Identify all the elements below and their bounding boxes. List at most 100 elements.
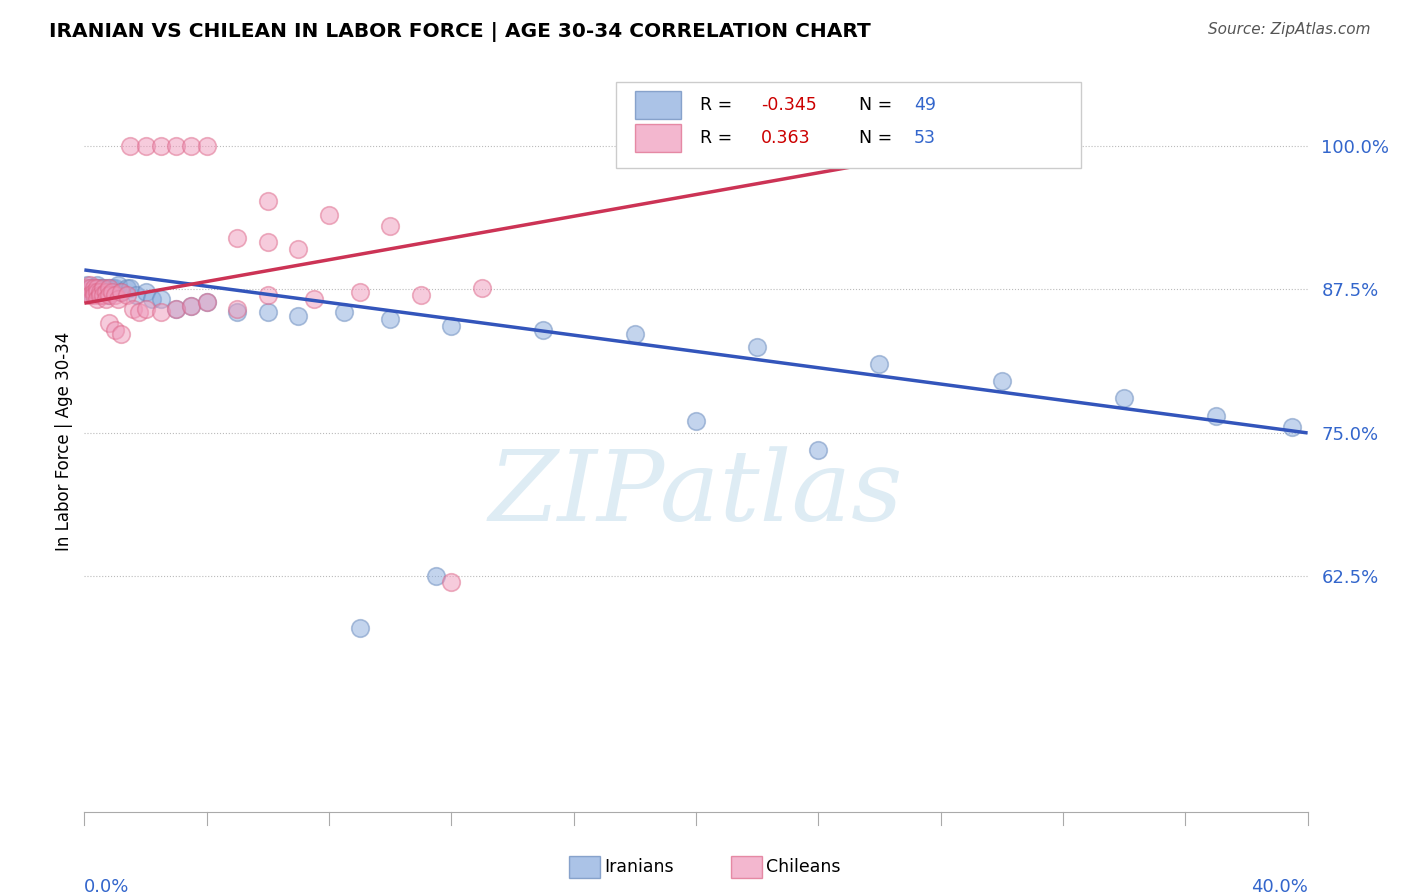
Point: [110, 285, 132, 299]
Point: [165, 301, 187, 316]
Point: [110, 285, 132, 299]
Point: [135, 139, 157, 153]
Point: [94, 285, 117, 299]
Point: [83, 285, 105, 299]
Point: [91, 281, 114, 295]
Point: [531, 323, 554, 337]
Point: [79, 281, 101, 295]
Y-axis label: In Labor Force | Age 30-34: In Labor Force | Age 30-34: [55, 332, 73, 551]
Point: [89, 285, 111, 299]
Point: [76, 285, 98, 299]
Point: [83, 288, 105, 302]
Point: [135, 285, 157, 299]
Text: Chileans: Chileans: [766, 858, 841, 876]
Point: [91, 288, 114, 302]
Point: [257, 194, 280, 208]
Point: [128, 305, 150, 319]
Point: [226, 231, 249, 245]
Point: [86, 281, 108, 295]
Point: [104, 288, 127, 302]
Point: [97, 281, 120, 295]
Point: [86, 277, 108, 292]
Point: [180, 299, 202, 313]
Point: [149, 305, 172, 319]
Point: [94, 281, 117, 295]
Point: [125, 288, 148, 302]
Point: [86, 281, 108, 295]
Text: 40.0%: 40.0%: [1251, 879, 1308, 892]
Point: [86, 285, 108, 299]
Point: [180, 139, 202, 153]
Point: [83, 281, 105, 295]
Point: [333, 305, 356, 319]
Point: [104, 323, 127, 337]
Point: [287, 309, 309, 323]
Point: [86, 285, 108, 299]
Point: [1281, 420, 1303, 434]
FancyBboxPatch shape: [616, 82, 1081, 168]
Point: [302, 292, 325, 306]
Point: [440, 319, 463, 334]
Point: [83, 281, 105, 295]
Text: 0.0%: 0.0%: [84, 879, 129, 892]
Point: [195, 295, 218, 310]
Point: [104, 281, 127, 295]
Point: [165, 139, 187, 153]
Point: [110, 327, 132, 342]
Point: [76, 281, 98, 295]
Point: [97, 316, 120, 330]
Point: [409, 288, 432, 302]
Point: [79, 277, 101, 292]
Point: [349, 621, 371, 635]
Point: [141, 292, 163, 306]
Point: [195, 139, 218, 153]
Point: [120, 281, 142, 295]
Point: [257, 305, 280, 319]
Text: 0.363: 0.363: [761, 129, 810, 147]
Point: [425, 569, 447, 583]
Point: [89, 281, 111, 295]
Text: -0.345: -0.345: [761, 95, 817, 113]
Point: [91, 281, 114, 295]
Point: [195, 295, 218, 310]
Point: [1114, 392, 1136, 406]
Point: [747, 340, 769, 354]
Point: [101, 285, 124, 299]
Point: [380, 219, 402, 234]
Point: [86, 292, 108, 306]
Point: [991, 374, 1014, 388]
Point: [349, 285, 371, 299]
Point: [115, 281, 138, 295]
Text: ZIPatlas: ZIPatlas: [489, 446, 903, 541]
Point: [76, 281, 98, 295]
FancyBboxPatch shape: [636, 91, 682, 119]
Point: [120, 139, 142, 153]
FancyBboxPatch shape: [636, 124, 682, 152]
Point: [94, 285, 117, 299]
Text: R =: R =: [700, 129, 737, 147]
Point: [257, 288, 280, 302]
Point: [380, 312, 402, 326]
Text: IRANIAN VS CHILEAN IN LABOR FORCE | AGE 30-34 CORRELATION CHART: IRANIAN VS CHILEAN IN LABOR FORCE | AGE …: [49, 22, 870, 42]
Text: Iranians: Iranians: [605, 858, 675, 876]
Point: [149, 139, 172, 153]
Point: [76, 277, 98, 292]
Point: [79, 285, 101, 299]
Point: [471, 281, 494, 295]
Point: [257, 235, 280, 250]
Text: Source: ZipAtlas.com: Source: ZipAtlas.com: [1208, 22, 1371, 37]
Point: [135, 301, 157, 316]
Point: [624, 327, 647, 342]
Point: [79, 281, 101, 295]
Point: [89, 288, 111, 302]
Point: [165, 301, 187, 316]
Point: [180, 299, 202, 313]
Point: [97, 288, 120, 302]
Point: [101, 281, 124, 295]
Point: [107, 292, 129, 306]
Text: 53: 53: [914, 129, 936, 147]
Point: [83, 281, 105, 295]
Point: [122, 301, 145, 316]
Point: [318, 208, 340, 222]
Point: [107, 277, 129, 292]
